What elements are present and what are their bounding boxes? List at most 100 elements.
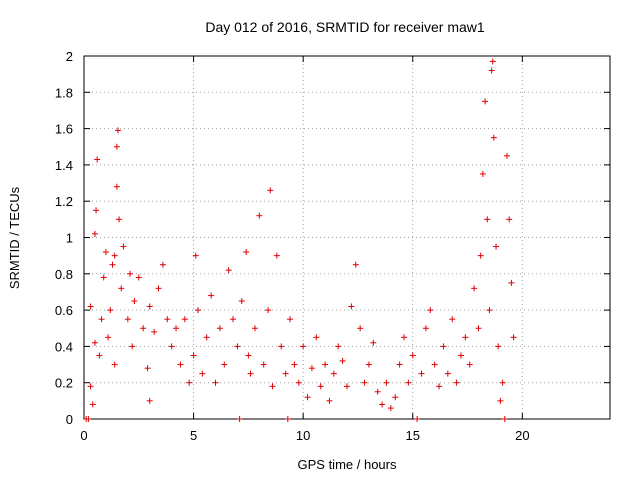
data-point xyxy=(265,307,272,314)
data-point xyxy=(466,361,473,368)
data-point xyxy=(173,325,180,332)
data-point xyxy=(291,361,298,368)
data-point xyxy=(102,249,109,256)
data-point xyxy=(87,383,94,390)
data-point xyxy=(365,361,372,368)
data-point xyxy=(230,316,237,323)
data-point xyxy=(124,316,131,323)
data-point xyxy=(168,343,175,350)
grid-lines xyxy=(84,56,610,419)
data-point xyxy=(269,383,276,390)
data-point xyxy=(352,261,359,268)
data-point xyxy=(326,397,333,404)
data-point xyxy=(111,252,118,259)
y-tick-label: 2 xyxy=(66,49,73,64)
data-point xyxy=(405,379,412,386)
data-point xyxy=(105,334,112,341)
data-point xyxy=(489,58,496,65)
y-tick-label: 0.8 xyxy=(55,267,73,282)
data-point xyxy=(508,279,515,286)
x-tick-label: 10 xyxy=(296,428,310,443)
data-point xyxy=(267,187,274,194)
data-point xyxy=(348,303,355,310)
data-point xyxy=(146,303,153,310)
data-point xyxy=(159,261,166,268)
data-point xyxy=(499,379,506,386)
data-point xyxy=(282,370,289,377)
data-point xyxy=(304,394,311,401)
data-point xyxy=(107,307,114,314)
data-point xyxy=(118,285,125,292)
data-point xyxy=(234,343,241,350)
data-point xyxy=(251,325,258,332)
data-point xyxy=(91,339,98,346)
data-point xyxy=(100,274,107,281)
data-point xyxy=(120,243,127,250)
chart-title: Day 012 of 2016, SRMTID for receiver maw… xyxy=(205,19,485,35)
data-point xyxy=(361,379,368,386)
x-tick-label: 0 xyxy=(80,428,87,443)
data-point xyxy=(471,285,478,292)
data-point xyxy=(109,261,116,268)
data-point xyxy=(155,285,162,292)
data-point xyxy=(431,361,438,368)
data-point xyxy=(300,343,307,350)
data-point xyxy=(295,379,302,386)
data-point xyxy=(482,98,489,105)
data-point xyxy=(94,156,101,163)
data-point xyxy=(146,397,153,404)
data-point xyxy=(91,230,98,237)
data-point xyxy=(111,361,118,368)
data-point xyxy=(260,361,267,368)
data-point xyxy=(190,352,197,359)
data-point xyxy=(192,252,199,259)
data-point xyxy=(344,383,350,390)
data-point xyxy=(427,307,434,314)
y-tick-label: 0 xyxy=(66,412,73,427)
data-point xyxy=(212,379,219,386)
data-point xyxy=(236,416,243,422)
x-tick-label: 5 xyxy=(190,428,197,443)
data-point xyxy=(89,401,96,408)
data-point xyxy=(225,267,232,274)
data-point xyxy=(131,298,138,305)
data-point xyxy=(284,416,291,422)
y-axis-label: SRMTID / TECUs xyxy=(7,186,22,289)
data-point xyxy=(396,361,403,368)
data-point xyxy=(216,325,223,332)
data-point xyxy=(418,370,425,377)
data-point xyxy=(247,370,254,377)
y-tick-label: 1.6 xyxy=(55,122,73,137)
data-point xyxy=(96,352,103,359)
data-point xyxy=(503,152,510,159)
data-point xyxy=(313,334,320,341)
data-point xyxy=(486,307,493,314)
y-axis: 0 0.2 0.4 0.6 0.8 1 1.2 1.4 1.6 1.8 2 xyxy=(55,49,610,427)
data-point xyxy=(98,316,105,323)
data-point xyxy=(203,334,210,341)
data-point xyxy=(449,316,456,323)
x-tick-label: 20 xyxy=(515,428,529,443)
data-point xyxy=(113,143,120,150)
data-point xyxy=(116,216,123,223)
data-point xyxy=(440,343,447,350)
data-point xyxy=(510,334,517,341)
y-tick-label: 0.4 xyxy=(55,339,73,354)
data-point xyxy=(497,397,504,404)
data-point xyxy=(484,216,491,223)
data-point xyxy=(221,361,228,368)
data-point xyxy=(493,243,500,250)
data-point xyxy=(462,334,469,341)
data-point xyxy=(383,379,390,386)
data-point xyxy=(409,352,416,359)
data-point xyxy=(238,298,245,305)
data-point xyxy=(245,352,252,359)
data-point xyxy=(113,183,120,190)
data-point xyxy=(374,388,381,395)
data-point xyxy=(140,325,147,332)
data-point xyxy=(335,343,342,350)
data-point xyxy=(457,352,464,359)
data-point xyxy=(199,370,206,377)
data-point xyxy=(339,357,346,364)
